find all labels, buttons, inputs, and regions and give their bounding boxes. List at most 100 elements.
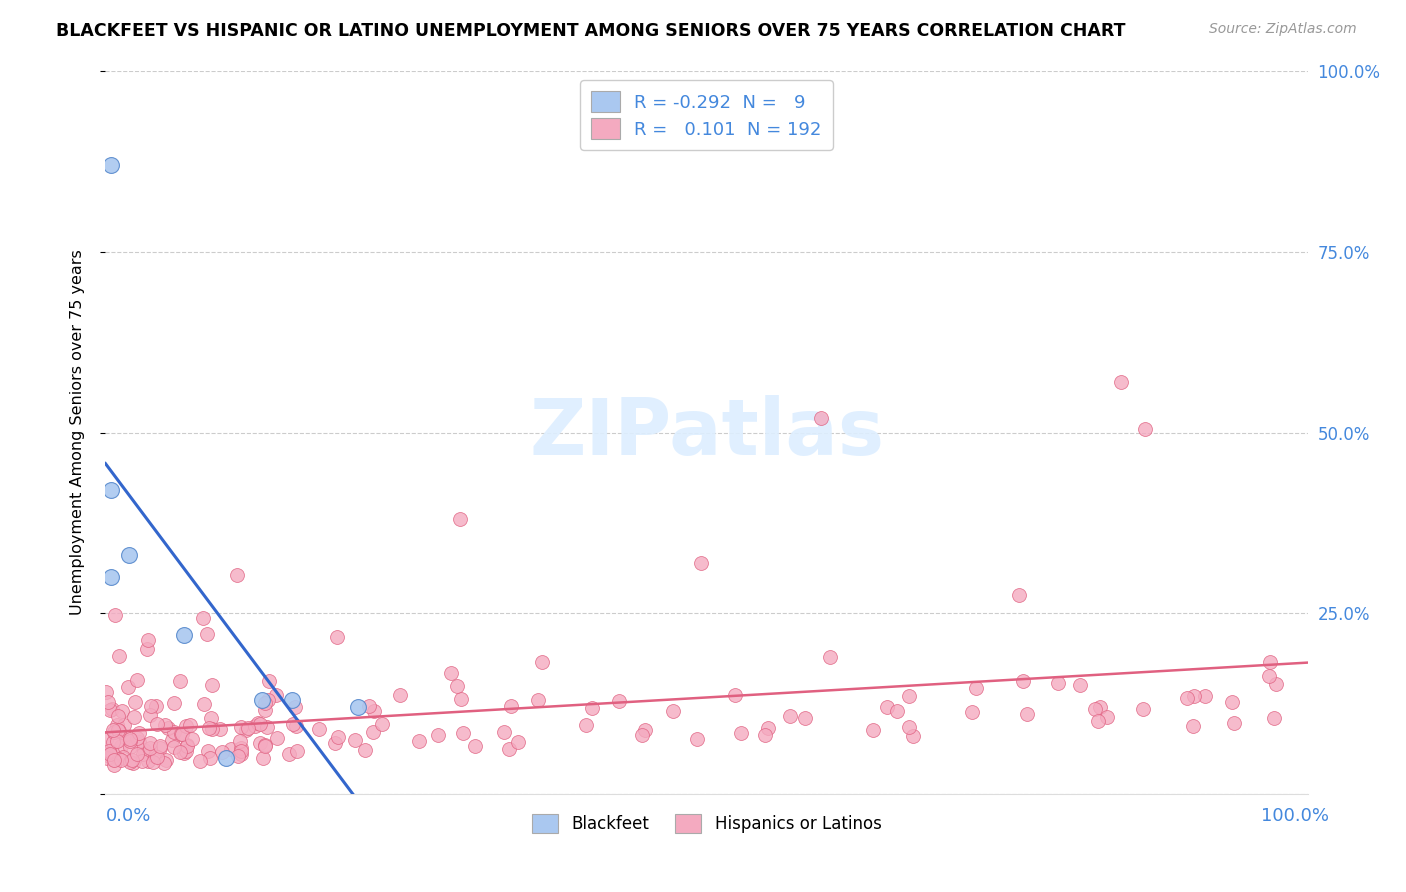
Point [142, 755, 165, 769]
Point [1258, 655, 1281, 669]
Point [257, 673, 280, 688]
Point [103, 735, 125, 749]
Point [176, 739, 198, 753]
Point [214, 751, 236, 765]
Point [100, 158, 122, 172]
Point [135, 641, 157, 656]
Point [794, 711, 817, 725]
Point [112, 749, 135, 764]
Point [219, 742, 242, 756]
Point [121, 756, 143, 770]
Point [118, 739, 141, 754]
Point [226, 567, 249, 582]
Point [284, 699, 307, 714]
Point [246, 716, 269, 731]
Point [197, 744, 219, 758]
Point [754, 728, 776, 742]
Point [195, 626, 218, 640]
Point [100, 483, 122, 498]
Point [1132, 702, 1154, 716]
Point [1223, 716, 1246, 731]
Point [347, 700, 370, 714]
Point [229, 744, 252, 758]
Point [152, 756, 174, 770]
Point [139, 741, 162, 756]
Point [229, 741, 252, 756]
Point [94, 685, 117, 699]
Point [105, 733, 128, 747]
Point [266, 731, 288, 745]
Point [450, 692, 472, 706]
Point [1135, 422, 1157, 436]
Point [449, 512, 471, 526]
Point [256, 693, 278, 707]
Point [820, 649, 842, 664]
Point [163, 739, 186, 754]
Point [104, 608, 127, 623]
Point [103, 752, 125, 766]
Point [201, 723, 224, 737]
Point [1069, 678, 1091, 692]
Point [810, 411, 832, 425]
Point [98, 703, 121, 717]
Point [408, 734, 430, 748]
Point [231, 720, 253, 734]
Point [121, 753, 143, 767]
Point [686, 732, 709, 747]
Point [903, 729, 925, 743]
Point [110, 739, 132, 754]
Point [146, 750, 169, 764]
Point [96, 748, 118, 763]
Point [98, 744, 121, 758]
Point [526, 693, 548, 707]
Text: ZIPatlas: ZIPatlas [529, 394, 884, 471]
Point [363, 704, 385, 718]
Point [281, 693, 304, 707]
Point [110, 704, 132, 718]
Point [283, 717, 305, 731]
Point [107, 709, 129, 723]
Point [389, 688, 412, 702]
Point [136, 633, 159, 648]
Point [446, 679, 468, 693]
Point [756, 721, 779, 735]
Point [149, 739, 172, 753]
Point [531, 656, 554, 670]
Point [153, 718, 176, 732]
Point [1047, 675, 1070, 690]
Point [1182, 689, 1205, 703]
Point [139, 699, 162, 714]
Point [125, 673, 148, 688]
Point [110, 753, 132, 767]
Point [252, 751, 274, 765]
Point [128, 735, 150, 749]
Point [145, 698, 167, 713]
Point [209, 723, 232, 737]
Point [689, 556, 711, 570]
Point [176, 719, 198, 733]
Point [254, 703, 277, 717]
Legend: Blackfeet, Hispanics or Latinos: Blackfeet, Hispanics or Latinos [524, 807, 889, 839]
Point [124, 695, 146, 709]
Point [229, 747, 252, 761]
Point [103, 753, 125, 767]
Point [100, 570, 122, 584]
Point [1220, 695, 1243, 709]
Point [862, 723, 884, 738]
Point [176, 738, 198, 752]
Point [363, 724, 385, 739]
Point [371, 717, 394, 731]
Point [354, 743, 377, 757]
Point [343, 733, 366, 747]
Point [180, 731, 202, 746]
Point [114, 731, 136, 745]
Point [326, 630, 349, 644]
Point [249, 717, 271, 731]
Point [609, 694, 631, 708]
Point [724, 689, 747, 703]
Point [118, 549, 141, 563]
Point [498, 742, 520, 756]
Point [898, 720, 921, 734]
Point [132, 743, 155, 757]
Point [575, 718, 598, 732]
